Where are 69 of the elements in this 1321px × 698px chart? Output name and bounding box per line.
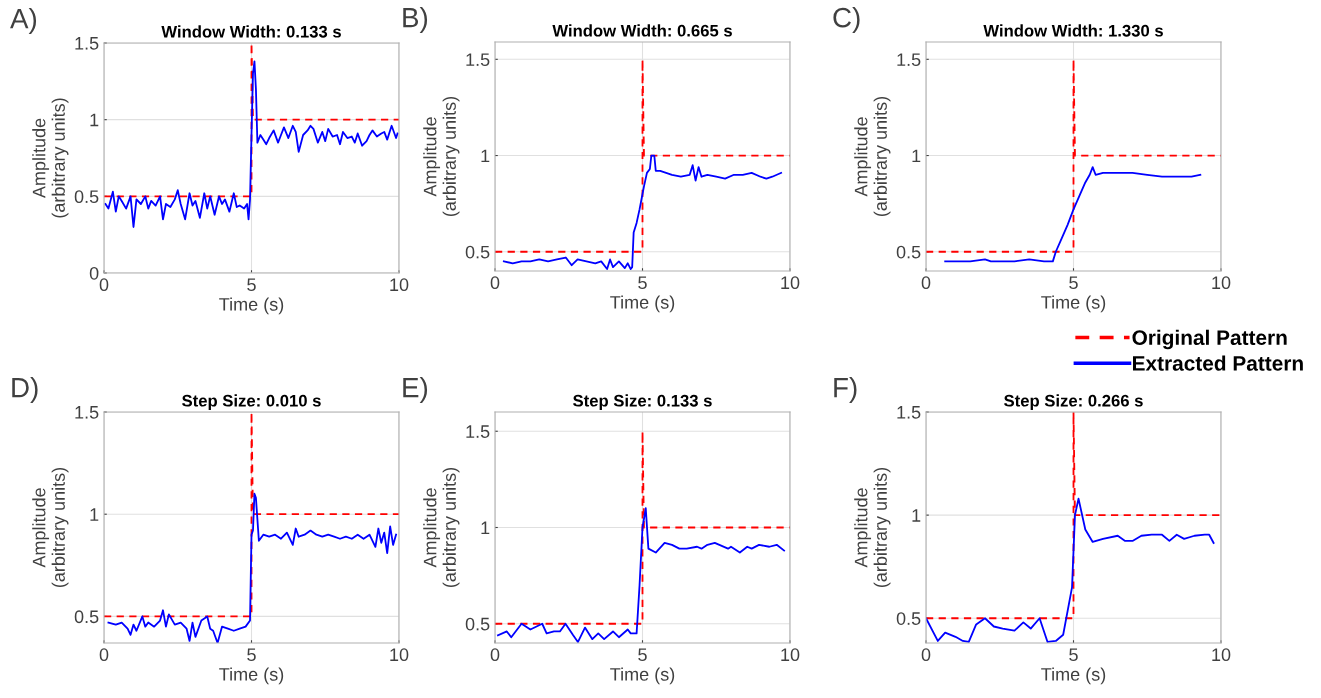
chart-title: Step Size: 0.266 s [1004, 394, 1143, 410]
chart-title: Step Size: 0.010 s [182, 394, 321, 410]
y-tick-label: 1 [912, 509, 921, 522]
line-series [926, 497, 1215, 643]
y-axis-title: Amplitude (arbitrary units) [32, 467, 69, 588]
y-tick-label: 1.5 [75, 37, 99, 50]
text: C) [833, 7, 860, 33]
text: F) [834, 377, 857, 403]
x-axis-title: Time (s) [1041, 295, 1106, 313]
y-tick-label: 0.5 [74, 190, 99, 204]
y-tick-label: 0 [89, 266, 99, 280]
y-tick-label: 1.5 [75, 406, 99, 419]
x-axis-title: Time (s) [219, 297, 284, 315]
y-tick-label: 1 [90, 508, 99, 521]
y-axis-title: Amplitude (arbitrary units) [854, 96, 891, 217]
legend-label: Original Pattern [1132, 329, 1287, 350]
line-series [944, 166, 1202, 263]
y-tick-label: 1.5 [466, 53, 490, 67]
x-tick-label: 0 [921, 648, 931, 662]
line-series [502, 154, 783, 270]
x-tick-label: 5 [1069, 276, 1078, 290]
x-tick-label: 10 [1212, 276, 1231, 290]
chart-title: Window Width: 0.133 s [161, 25, 341, 38]
x-tick-label: 5 [638, 276, 647, 290]
x-axis-title: Time (s) [610, 295, 675, 313]
y-tick-label: 1.5 [466, 425, 490, 438]
legend-label: Extracted Pattern [1133, 355, 1303, 371]
x-tick-label: 0 [490, 276, 500, 290]
x-tick-label: 0 [99, 278, 109, 292]
x-axis-title: Time (s) [610, 667, 675, 685]
text: E) [403, 377, 428, 403]
text: D) [12, 377, 38, 403]
y-axis-title: Amplitude (arbitrary units) [32, 98, 69, 218]
y-tick-label: 1.5 [897, 406, 921, 419]
x-axis-title: Time (s) [1041, 667, 1106, 685]
x-tick-label: 10 [390, 278, 409, 292]
y-axis-title: Amplitude (arbitrary units) [423, 467, 460, 588]
y-tick-label: 0.5 [465, 617, 490, 631]
x-tick-label: 10 [781, 276, 800, 290]
x-tick-label: 0 [921, 276, 931, 290]
y-tick-label: 1 [481, 149, 490, 163]
y-tick-label: 1 [481, 521, 490, 535]
chart-title: Window Width: 0.665 s [552, 24, 732, 37]
y-axis-title: Amplitude (arbitrary units) [854, 467, 891, 588]
y-tick-label: 0.5 [465, 245, 490, 259]
y-tick-label: 0.5 [896, 612, 921, 625]
chart-title: Step Size: 0.133 s [573, 394, 712, 410]
y-tick-label: 1 [90, 113, 99, 127]
line-series [104, 60, 399, 228]
x-tick-label: 0 [490, 648, 500, 662]
x-tick-label: 5 [638, 648, 647, 662]
x-tick-label: 5 [247, 278, 256, 292]
y-tick-label: 1 [912, 149, 921, 163]
line-series [107, 492, 397, 643]
y-tick-label: 0.5 [74, 610, 99, 624]
y-tick-label: 0.5 [896, 245, 921, 259]
x-tick-label: 10 [781, 648, 800, 662]
y-tick-label: 1.5 [897, 53, 921, 67]
text: A) [10, 8, 37, 34]
x-tick-label: 5 [247, 648, 256, 662]
line-series [497, 507, 786, 643]
x-tick-label: 5 [1069, 648, 1078, 662]
x-tick-label: 0 [99, 648, 109, 662]
text: B) [403, 7, 428, 33]
x-axis-title: Time (s) [219, 667, 284, 685]
chart-title: Window Width: 1.330 s [983, 24, 1163, 37]
x-tick-label: 10 [1212, 648, 1231, 662]
x-tick-label: 10 [390, 648, 409, 662]
y-axis-title: Amplitude (arbitrary units) [423, 96, 460, 217]
